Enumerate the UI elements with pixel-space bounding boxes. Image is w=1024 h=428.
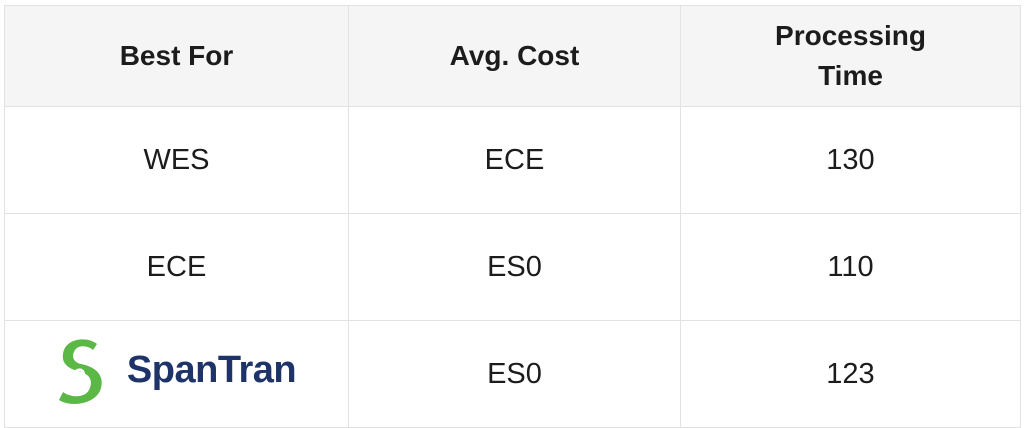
cell-best-for: WES bbox=[4, 106, 349, 214]
header-avg-cost: Avg. Cost bbox=[348, 5, 681, 107]
cell-avg-cost: ECE bbox=[348, 106, 681, 214]
cell-best-for: SpanTran bbox=[4, 320, 349, 428]
spantran-logo-text: SpanTran bbox=[126, 348, 297, 391]
header-row: Best For Avg. Cost Processing Time bbox=[4, 5, 1021, 107]
cell-avg-cost: ES0 bbox=[348, 213, 681, 321]
spantran-s-icon bbox=[58, 339, 102, 404]
spantran-logo: SpanTran bbox=[57, 336, 297, 404]
table-row: WES ECE 130 bbox=[4, 106, 1021, 214]
header-best-for: Best For bbox=[4, 5, 349, 107]
header-processing-time: Processing Time bbox=[680, 5, 1021, 107]
table-row: ECE ES0 110 bbox=[4, 213, 1021, 321]
comparison-table: Best For Avg. Cost Processing Time WES E… bbox=[4, 5, 1021, 428]
cell-best-for: ECE bbox=[4, 213, 349, 321]
cell-processing-time: 130 bbox=[680, 106, 1021, 214]
header-processing-time-label: Processing Time bbox=[775, 20, 926, 91]
cell-processing-time: 123 bbox=[680, 320, 1021, 428]
cell-processing-time: 110 bbox=[680, 213, 1021, 321]
table-row: SpanTran ES0 123 bbox=[4, 320, 1021, 428]
cell-avg-cost: ES0 bbox=[348, 320, 681, 428]
